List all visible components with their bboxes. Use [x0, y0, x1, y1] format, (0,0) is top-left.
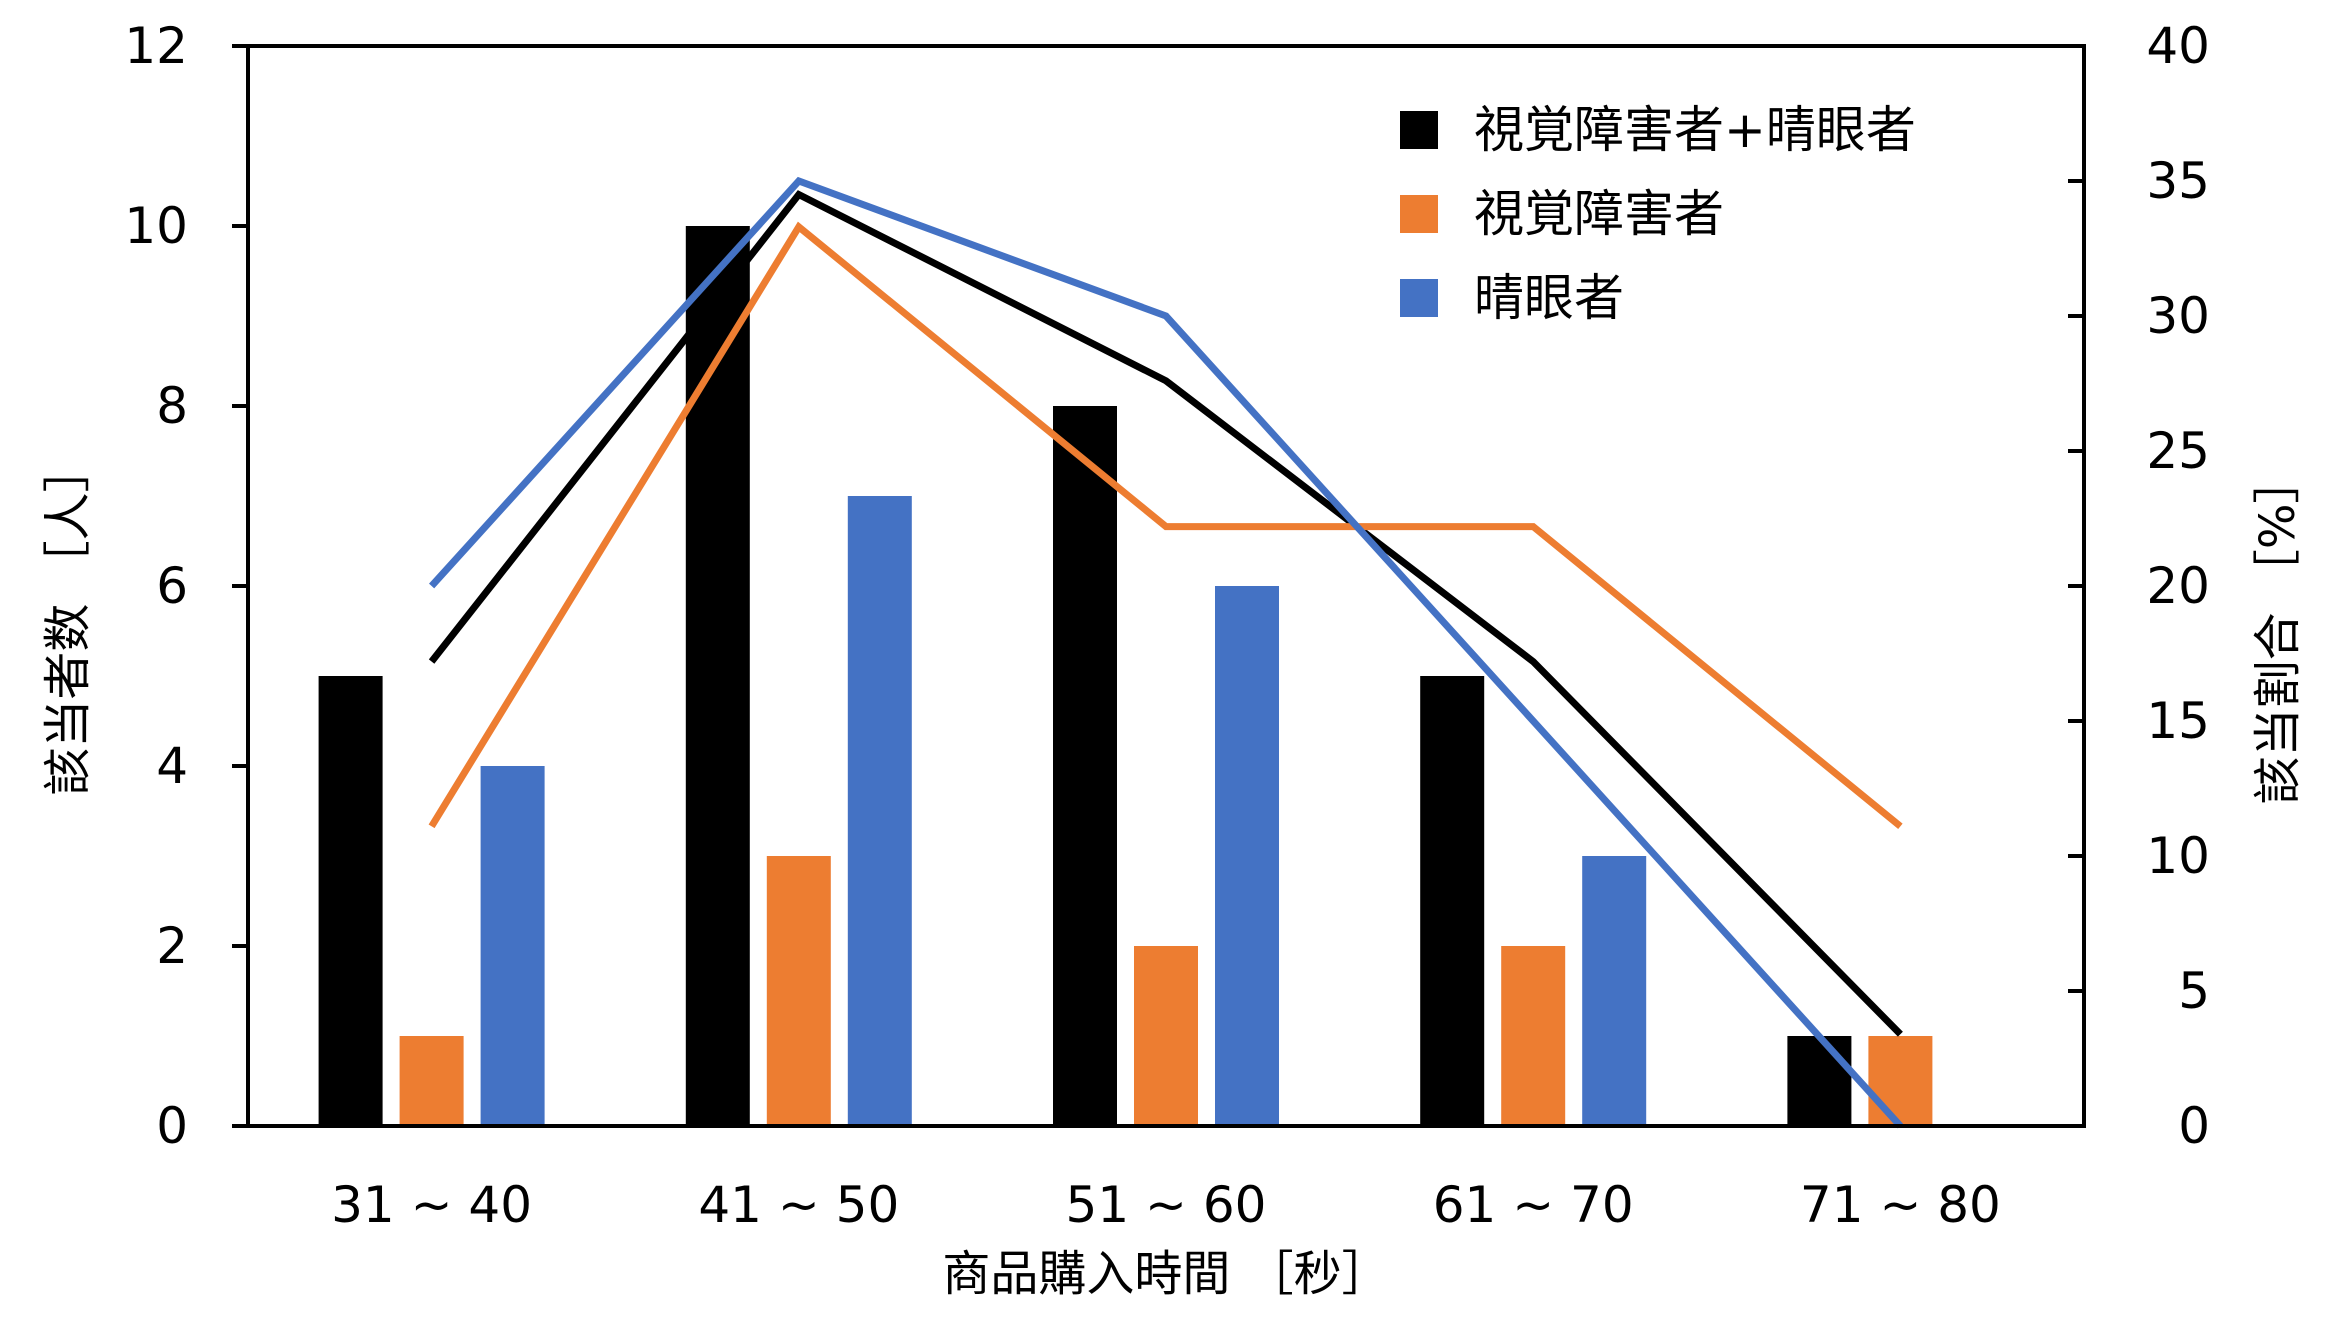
- legend-swatch-1: [1400, 111, 1438, 149]
- left-axis: 0 2 4 6 8 10 12: [124, 17, 248, 1155]
- left-tick-label: 0: [156, 1097, 188, 1155]
- bar-2-2: [766, 856, 831, 1126]
- legend-swatch-3: [1400, 279, 1438, 317]
- lines-layer: [428, 176, 1903, 1129]
- legend-label-1: 視覚障害者+晴眼者: [1474, 101, 1916, 159]
- bar-1-3: [1053, 406, 1117, 1126]
- y2-axis-title: 該当割合 ［%］: [2250, 456, 2306, 805]
- right-tick-label: 40: [2146, 17, 2210, 75]
- x-axis-title: 商品購入時間 ［秒］: [942, 1246, 1389, 1302]
- right-tick-label: 25: [2146, 422, 2210, 480]
- legend-swatch-2: [1400, 195, 1438, 233]
- right-tick-label: 20: [2146, 557, 2210, 615]
- bar-1-1: [318, 676, 383, 1126]
- left-tick-label: 8: [156, 377, 188, 435]
- x-axis-labels: 31 ~ 40 41 ~ 50 51 ~ 60 61 ~ 70 71 ~ 80: [331, 1176, 2001, 1234]
- left-tick-label: 2: [156, 917, 188, 975]
- bar-1-4: [1420, 676, 1485, 1126]
- right-tick-label: 5: [2178, 962, 2210, 1020]
- bar-3-4: [1582, 856, 1647, 1126]
- bars-layer: [318, 226, 1933, 1126]
- category-label: 61 ~ 70: [1433, 1176, 1634, 1234]
- right-tick-label: 10: [2146, 827, 2210, 885]
- bar-1-2: [685, 226, 750, 1126]
- right-tick-label: 35: [2146, 152, 2210, 210]
- right-tick-label: 0: [2178, 1097, 2210, 1155]
- right-tick-label: 30: [2146, 287, 2210, 345]
- bar-2-3: [1134, 946, 1198, 1126]
- left-tick-label: 4: [156, 737, 188, 795]
- legend-label-3: 晴眼者: [1474, 269, 1624, 327]
- category-label: 71 ~ 80: [1800, 1176, 2001, 1234]
- bar-3-2: [847, 496, 912, 1126]
- category-label: 41 ~ 50: [698, 1176, 899, 1234]
- left-tick-label: 10: [124, 197, 188, 255]
- line-series-2: [428, 221, 1903, 830]
- category-label: 31 ~ 40: [331, 1176, 532, 1234]
- bar-3-3: [1215, 586, 1279, 1126]
- bar-2-4: [1501, 946, 1566, 1126]
- legend-label-2: 視覚障害者: [1474, 185, 1724, 243]
- bar-2-5: [1868, 1036, 1933, 1126]
- bar-2-1: [399, 1036, 464, 1126]
- bar-3-1: [480, 766, 545, 1126]
- bar-1-5: [1787, 1036, 1852, 1126]
- right-axis: 0 5 10 15 20 25 30 35 40: [2068, 17, 2210, 1155]
- left-tick-label: 12: [124, 17, 188, 75]
- category-label: 51 ~ 60: [1066, 1176, 1267, 1234]
- right-tick-label: 15: [2146, 692, 2210, 750]
- y-axis-title: 該当者数 ［人］: [40, 444, 96, 795]
- line-series-3: [429, 176, 1903, 1129]
- left-tick-label: 6: [156, 557, 188, 615]
- line-series-1: [428, 190, 1903, 1037]
